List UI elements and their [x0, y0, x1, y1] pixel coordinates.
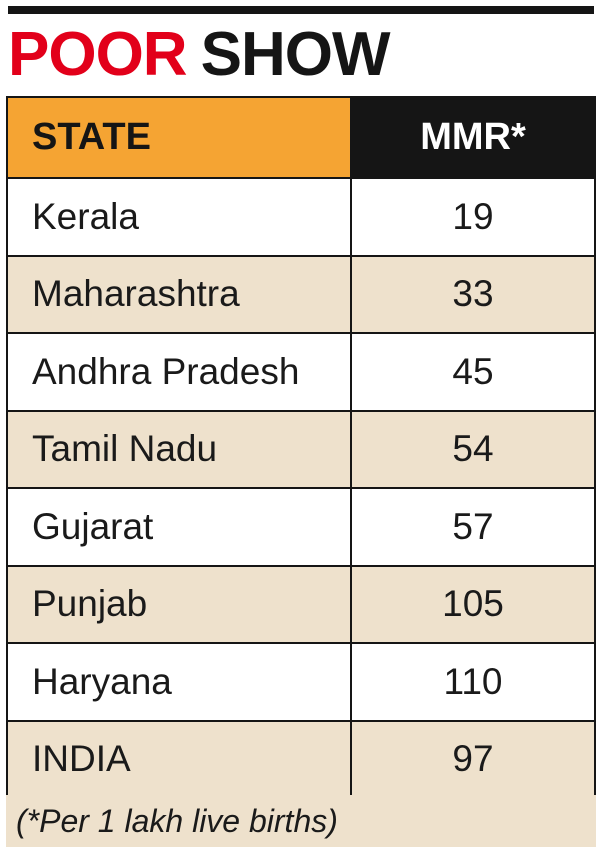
headline-word-red: POOR [8, 20, 188, 89]
state-cell: Punjab [8, 566, 352, 642]
mmr-cell: 57 [452, 505, 494, 547]
state-cell: INDIA [8, 721, 352, 797]
table-row: Tamil Nadu 54 [8, 409, 594, 487]
mmr-cell: 45 [452, 350, 494, 392]
state-cell: Haryana [8, 644, 352, 720]
footnote: (*Per 1 lakh live births) [6, 795, 596, 847]
state-cell: Gujarat [8, 489, 352, 565]
table-row: Maharashtra 33 [8, 254, 594, 332]
table-row: Gujarat 57 [8, 487, 594, 565]
table-row: Andhra Pradesh 45 [8, 332, 594, 410]
state-cell: Kerala [8, 179, 352, 255]
mmr-cell: 105 [442, 583, 504, 625]
state-cell: Tamil Nadu [8, 411, 352, 487]
mmr-cell: 97 [452, 738, 494, 780]
table-row: INDIA 97 [8, 719, 594, 797]
mmr-cell: 110 [443, 660, 503, 702]
state-cell: Maharashtra [8, 256, 352, 332]
mmr-cell: 19 [452, 195, 494, 237]
headline: POOR SHOW [8, 20, 391, 90]
column-header-mmr: MMR* [352, 98, 594, 177]
table-header-row: STATE MMR* [8, 98, 594, 177]
top-rule [8, 6, 594, 14]
headline-word-black: SHOW [200, 20, 391, 89]
table-row: Haryana 110 [8, 642, 594, 720]
table-row: Kerala 19 [8, 177, 594, 255]
mmr-cell: 33 [452, 273, 494, 315]
table-row: Punjab 105 [8, 564, 594, 642]
mmr-table: STATE MMR* Kerala 19 Maharashtra 33 Andhra P… [6, 96, 596, 799]
state-cell: Andhra Pradesh [8, 334, 352, 410]
mmr-cell: 54 [452, 428, 494, 470]
column-header-state: STATE [8, 98, 352, 177]
